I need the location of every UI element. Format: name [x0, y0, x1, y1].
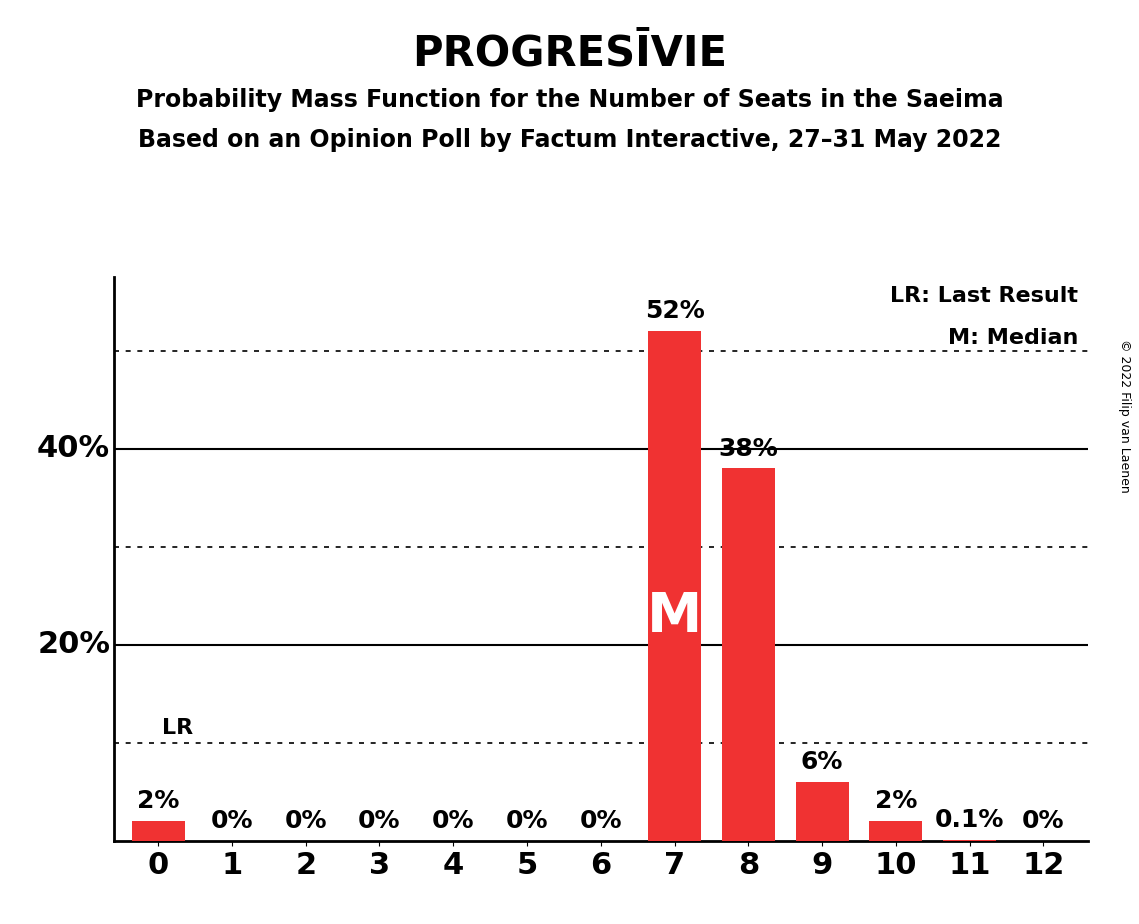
- Text: 52%: 52%: [645, 299, 705, 323]
- Text: 0.1%: 0.1%: [935, 808, 1005, 832]
- Text: 2%: 2%: [137, 789, 179, 813]
- Bar: [795, 782, 849, 841]
- Text: 20%: 20%: [38, 630, 110, 660]
- Text: 0%: 0%: [359, 809, 401, 833]
- Bar: [722, 468, 775, 841]
- Text: LR: LR: [162, 718, 192, 738]
- Text: 6%: 6%: [801, 750, 843, 774]
- Text: M: M: [647, 590, 703, 643]
- Bar: [943, 840, 997, 841]
- Text: M: Median: M: Median: [948, 328, 1077, 348]
- Text: LR: Last Result: LR: Last Result: [890, 286, 1077, 306]
- Bar: [869, 821, 923, 841]
- Text: 0%: 0%: [432, 809, 475, 833]
- Text: 0%: 0%: [580, 809, 622, 833]
- Text: © 2022 Filip van Laenen: © 2022 Filip van Laenen: [1118, 339, 1131, 492]
- Text: 0%: 0%: [211, 809, 253, 833]
- Text: PROGRESĪVIE: PROGRESĪVIE: [412, 32, 727, 74]
- Bar: [648, 331, 702, 841]
- Text: 0%: 0%: [285, 809, 327, 833]
- Text: 38%: 38%: [719, 436, 778, 460]
- Text: 2%: 2%: [875, 789, 917, 813]
- Text: Based on an Opinion Poll by Factum Interactive, 27–31 May 2022: Based on an Opinion Poll by Factum Inter…: [138, 128, 1001, 152]
- Text: 0%: 0%: [506, 809, 548, 833]
- Bar: [132, 821, 185, 841]
- Text: Probability Mass Function for the Number of Seats in the Saeima: Probability Mass Function for the Number…: [136, 88, 1003, 112]
- Text: 0%: 0%: [1022, 809, 1065, 833]
- Text: 40%: 40%: [38, 434, 110, 463]
